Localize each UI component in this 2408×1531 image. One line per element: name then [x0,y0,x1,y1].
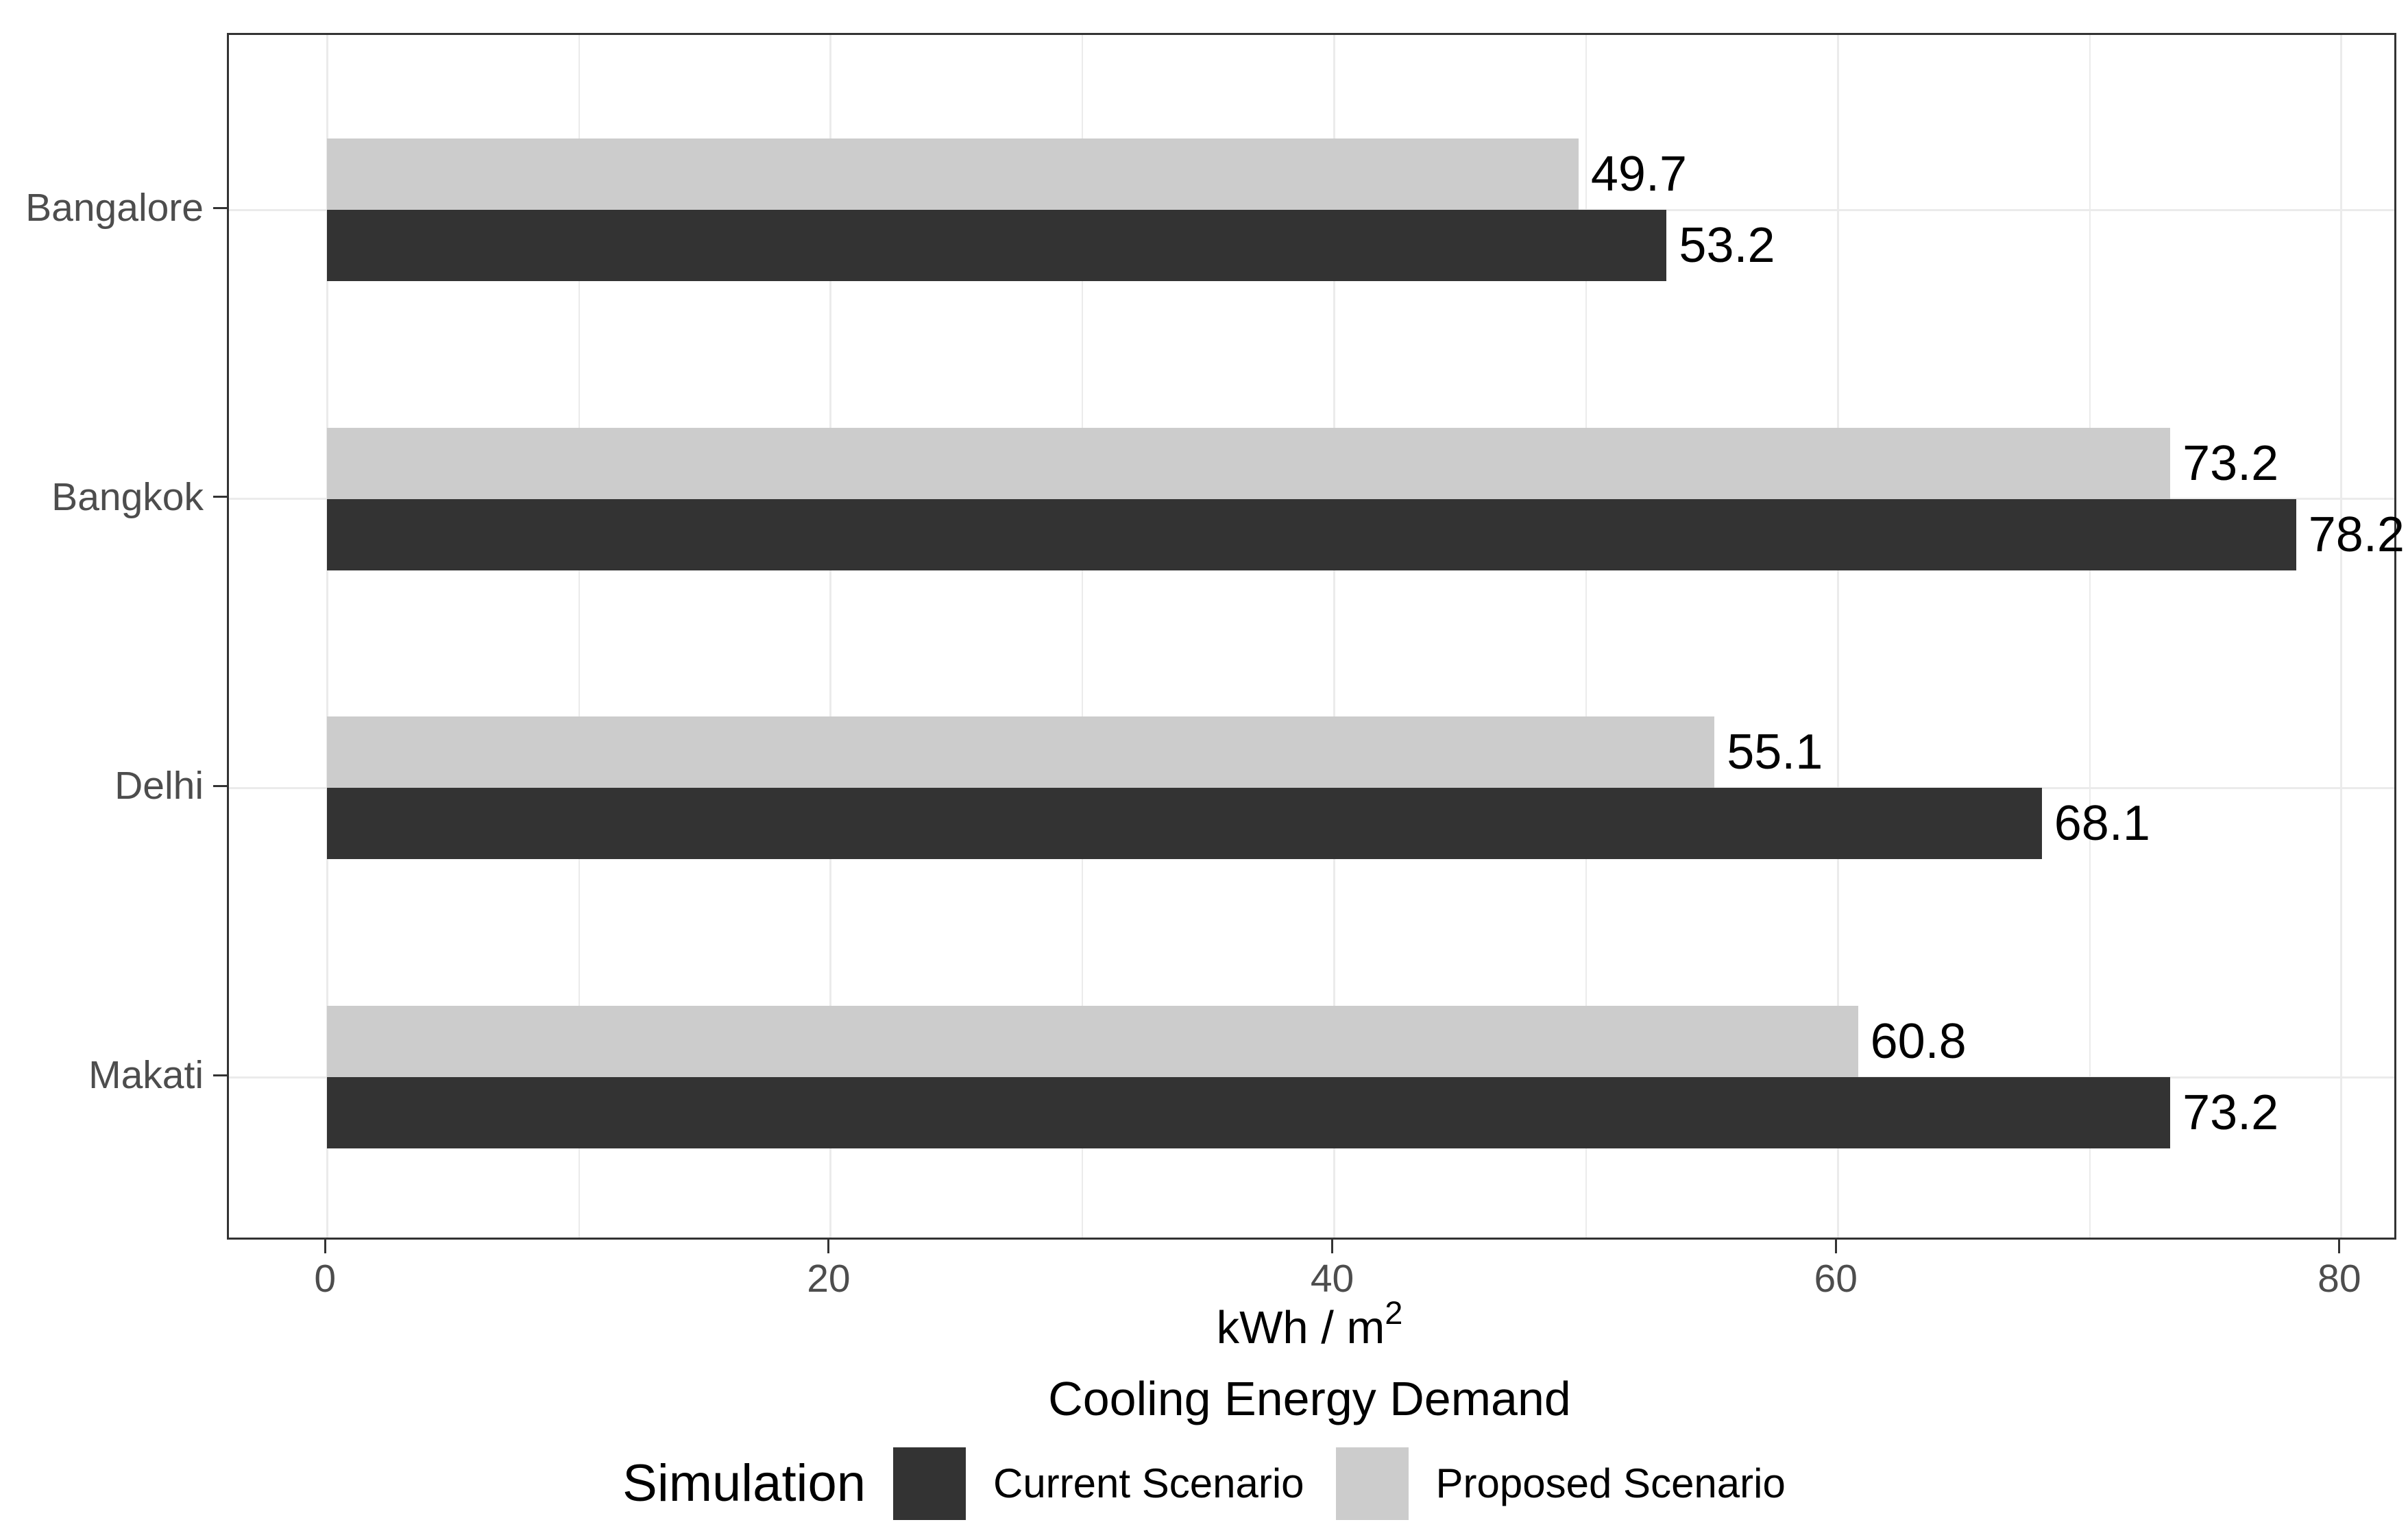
legend-label-current-scenario: Current Scenario [993,1460,1304,1506]
bar-proposed-bangkok [327,427,2171,499]
legend: Simulation Current Scenario Proposed Sce… [0,1447,2408,1521]
x-axis-label-60: 60 [1814,1257,1858,1301]
x-axis-tick-60 [1834,1240,1837,1253]
bar-value-label-current-makati: 73.2 [2182,1085,2279,1141]
x-axis-tick-40 [1331,1240,1334,1253]
bar-proposed-bangalore [327,138,1579,210]
bar-value-label-proposed-bangalore: 49.7 [1590,147,1687,202]
y-axis-tick-makati [213,1074,227,1076]
gridline-major-x-60 [1836,35,1839,1238]
legend-title: Simulation [622,1454,866,1512]
bar-value-label-current-delhi: 68.1 [2054,796,2150,852]
y-axis-label-bangalore: Bangalore [25,186,204,230]
gridline-major-x-0 [326,35,328,1238]
bar-value-label-proposed-delhi: 55.1 [1727,725,1823,780]
x-axis-tick-0 [324,1240,326,1253]
gridline-minor-x-70 [2089,35,2091,1238]
plot-panel: 49.7 53.2 73.2 78.2 55.1 68.1 60.8 73.2 [227,33,2405,1240]
bar-current-bangalore [327,210,1667,281]
gridline-minor-x-50 [1585,35,1587,1238]
bar-value-label-current-bangalore: 53.2 [1679,218,1775,273]
bar-proposed-delhi [327,716,1715,788]
bar-value-label-current-bangkok: 78.2 [2308,507,2405,562]
gridline-major-x-80 [2340,35,2343,1238]
x-axis-label-20: 20 [807,1257,851,1301]
gridline-major-x-20 [829,35,832,1238]
y-axis-tick-bangalore [213,206,227,209]
bar-current-makati [327,1077,2171,1149]
x-axis-tick-80 [2338,1240,2341,1253]
gridline-minor-x-30 [1082,35,1084,1238]
x-axis-title-unit: kWh / m [1216,1302,1385,1353]
gridline-minor-x-10 [578,35,580,1238]
legend-swatch-proposed-scenario [1335,1447,1409,1520]
bar-value-label-proposed-makati: 60.8 [1870,1014,1967,1070]
x-axis-label-80: 80 [2318,1257,2361,1301]
bar-current-bangkok [327,498,2296,570]
legend-label-proposed-scenario: Proposed Scenario [1435,1460,1786,1506]
y-axis-label-delhi: Delhi [114,764,204,808]
chart-subtitle: Cooling Energy Demand [1048,1372,1571,1425]
x-axis-title-superscript: 2 [1385,1294,1403,1331]
bar-value-label-proposed-bangkok: 73.2 [2182,435,2279,491]
bar-current-delhi [327,788,2042,860]
y-axis-label-makati: Makati [88,1053,204,1098]
bar-proposed-makati [327,1006,1858,1078]
x-axis-label-40: 40 [1310,1257,1354,1301]
x-axis-label-0: 0 [314,1257,337,1301]
legend-swatch-current-scenario [892,1447,966,1520]
y-axis-tick-bangkok [213,496,227,498]
x-axis-tick-20 [827,1240,830,1253]
y-axis-label-bangkok: Bangkok [51,474,204,519]
x-axis-title: kWh / m2 [227,1294,2392,1354]
gridline-major-x-40 [1333,35,1336,1238]
y-axis-tick-delhi [213,784,227,787]
